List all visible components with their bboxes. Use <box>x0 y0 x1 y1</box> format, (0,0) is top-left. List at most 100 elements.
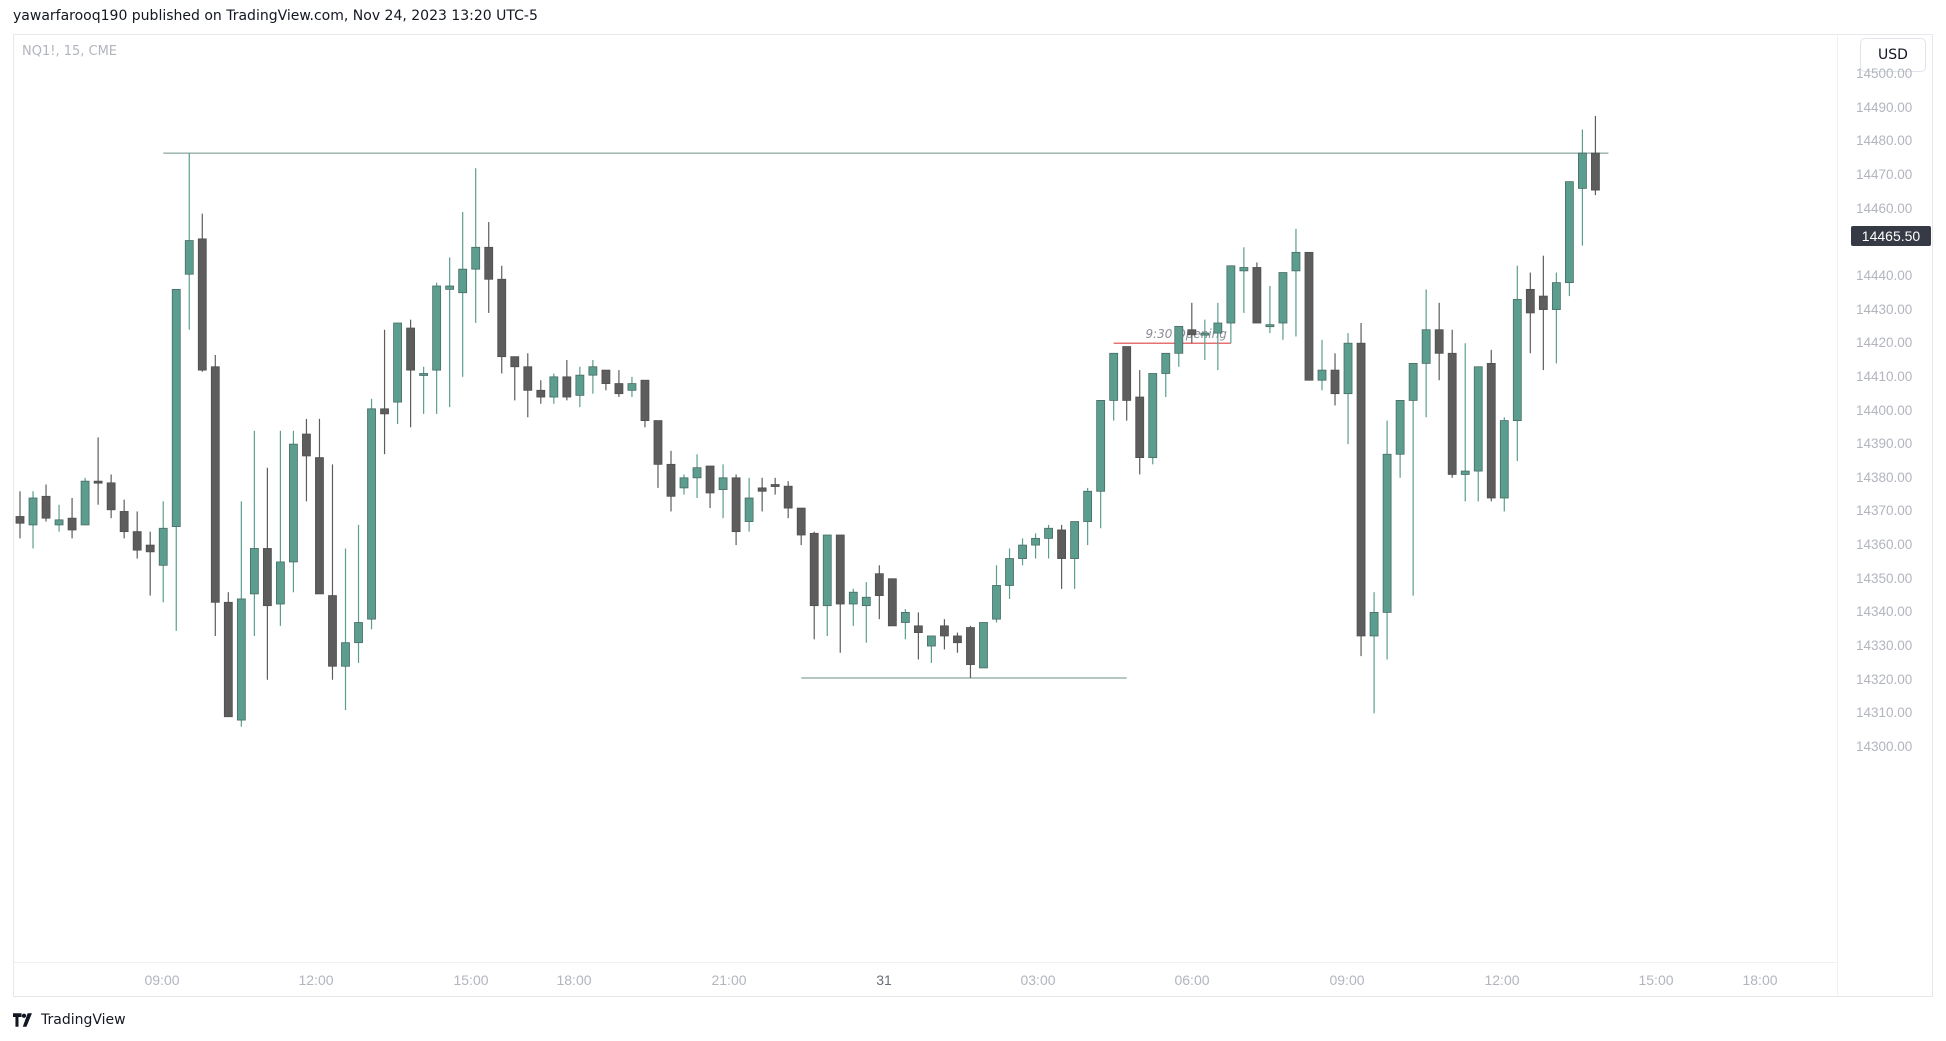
candle[interactable] <box>744 477 754 532</box>
candle[interactable] <box>1252 262 1262 324</box>
candle[interactable] <box>575 366 585 408</box>
candle[interactable] <box>1057 524 1066 589</box>
candle[interactable] <box>1161 352 1171 398</box>
candle[interactable] <box>1486 349 1496 502</box>
candle[interactable] <box>1213 302 1223 371</box>
candle[interactable] <box>1226 265 1236 344</box>
candle[interactable] <box>1044 524 1053 559</box>
candle[interactable] <box>406 319 416 428</box>
candle[interactable] <box>809 531 819 640</box>
candle[interactable] <box>315 418 324 595</box>
candle[interactable] <box>1434 302 1444 381</box>
candle[interactable] <box>510 356 520 401</box>
candle[interactable] <box>367 398 376 630</box>
candle[interactable] <box>992 565 1001 623</box>
candle[interactable] <box>41 484 51 522</box>
candle[interactable] <box>1122 346 1132 421</box>
candle[interactable] <box>354 524 363 663</box>
candle[interactable] <box>679 474 689 495</box>
symbol-label[interactable]: NQ1!, 15, CME <box>22 44 118 59</box>
candle[interactable] <box>1564 181 1574 297</box>
candle[interactable] <box>536 380 546 404</box>
candle[interactable] <box>705 465 715 509</box>
candle[interactable] <box>393 322 402 424</box>
candle[interactable] <box>419 366 429 414</box>
candle[interactable] <box>223 592 233 718</box>
candle[interactable] <box>1382 420 1392 660</box>
candle[interactable] <box>1343 333 1353 445</box>
candle[interactable] <box>171 288 181 631</box>
candle[interactable] <box>757 477 767 512</box>
candle[interactable] <box>1317 339 1327 391</box>
candle[interactable] <box>106 474 116 519</box>
candle[interactable] <box>1135 370 1145 475</box>
candle[interactable] <box>1538 255 1548 371</box>
candle[interactable] <box>1460 343 1470 502</box>
candle[interactable] <box>640 379 650 428</box>
candle[interactable] <box>249 430 259 636</box>
candle[interactable] <box>887 578 897 627</box>
candle[interactable] <box>1330 353 1340 406</box>
candle[interactable] <box>210 354 220 636</box>
candle[interactable] <box>328 464 337 680</box>
candle[interactable] <box>132 511 142 559</box>
candle[interactable] <box>1304 251 1314 381</box>
candle[interactable] <box>731 474 741 546</box>
candle[interactable] <box>653 420 663 488</box>
candle[interactable] <box>1278 272 1288 340</box>
candle[interactable] <box>80 477 90 526</box>
candle[interactable] <box>1239 247 1249 313</box>
candle[interactable] <box>770 477 780 495</box>
candle[interactable] <box>1291 228 1301 337</box>
candle[interactable] <box>145 531 155 596</box>
candle[interactable] <box>275 430 285 626</box>
candle[interactable] <box>1591 116 1600 196</box>
candle[interactable] <box>67 497 77 539</box>
candle[interactable] <box>822 534 832 636</box>
candle[interactable] <box>1447 329 1457 478</box>
candle[interactable] <box>1395 400 1405 478</box>
candle[interactable] <box>835 534 845 653</box>
candle[interactable] <box>900 609 910 640</box>
candle[interactable] <box>445 257 455 408</box>
candle[interactable] <box>289 430 298 593</box>
candle[interactable] <box>1578 129 1587 246</box>
candle[interactable] <box>874 565 884 620</box>
candle[interactable] <box>549 373 559 404</box>
candle[interactable] <box>1551 272 1561 364</box>
tradingview-brand[interactable]: TradingView <box>13 1012 126 1028</box>
currency-button[interactable]: USD <box>1860 38 1926 72</box>
candle[interactable] <box>927 635 936 663</box>
candle[interactable] <box>236 501 246 727</box>
candle[interactable] <box>692 454 702 498</box>
candle[interactable] <box>158 501 168 603</box>
opening-annotation[interactable]: 9:30 Opening <box>1145 327 1227 341</box>
candle[interactable] <box>913 612 923 660</box>
candle[interactable] <box>979 622 988 669</box>
candle[interactable] <box>432 282 442 414</box>
candle[interactable] <box>262 467 272 680</box>
candle[interactable] <box>184 153 194 330</box>
candle[interactable] <box>796 507 806 546</box>
candle[interactable] <box>718 464 728 519</box>
candle[interactable] <box>1499 417 1509 512</box>
candle[interactable] <box>861 582 871 643</box>
candle[interactable] <box>1356 323 1366 657</box>
candle[interactable] <box>588 360 598 394</box>
candle[interactable] <box>119 499 129 539</box>
candle[interactable] <box>1005 548 1014 599</box>
candle[interactable] <box>1031 533 1040 559</box>
candle[interactable] <box>341 548 350 710</box>
candle[interactable] <box>523 353 533 418</box>
candle[interactable] <box>302 418 311 502</box>
candle[interactable] <box>627 376 637 398</box>
candle[interactable] <box>497 265 507 374</box>
candle[interactable] <box>601 369 611 391</box>
candle[interactable] <box>1187 302 1197 344</box>
candle[interactable] <box>484 222 494 313</box>
candle[interactable] <box>1408 362 1418 596</box>
candle[interactable] <box>458 211 468 377</box>
candle[interactable] <box>940 619 949 650</box>
candle[interactable] <box>93 437 103 505</box>
